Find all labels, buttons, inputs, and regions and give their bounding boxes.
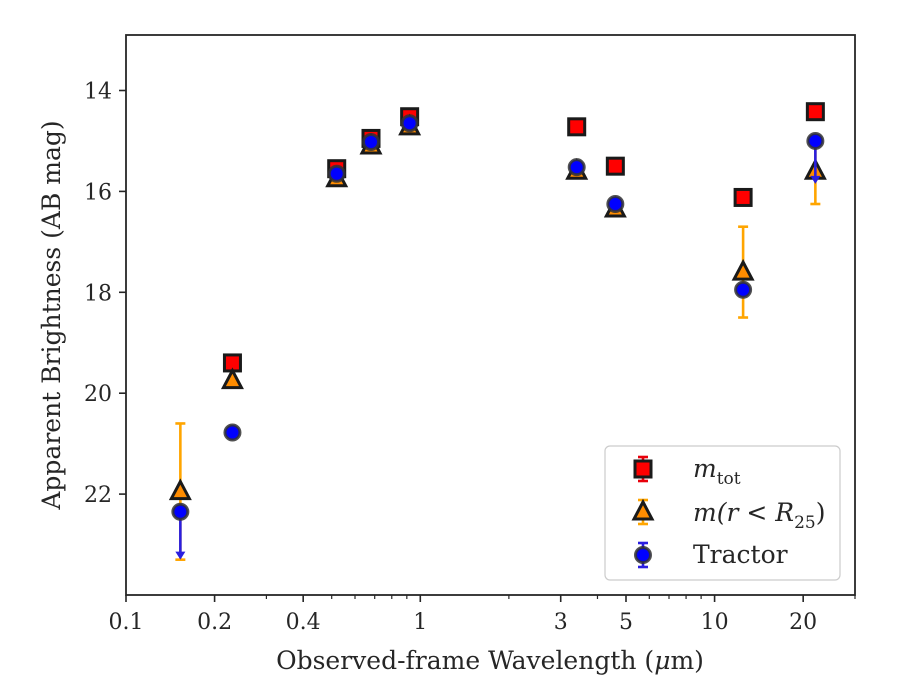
circle-marker xyxy=(734,280,753,299)
square-marker xyxy=(805,102,825,122)
circle-marker xyxy=(400,114,419,133)
y-axis-ticks: 14 16 18 20 22 xyxy=(84,79,126,508)
triangle-marker xyxy=(731,258,755,281)
x-tick-label: 0.1 xyxy=(109,610,144,635)
triangle-marker xyxy=(168,478,192,501)
legend-box xyxy=(604,445,841,581)
x-tick-label: 3 xyxy=(554,610,568,635)
y-tick-label: 22 xyxy=(84,483,112,508)
circle-marker xyxy=(223,423,242,442)
y-tick-label: 14 xyxy=(84,79,112,104)
square-marker xyxy=(567,117,587,137)
legend-triangle-marker xyxy=(631,498,655,521)
x-tick-label: 10 xyxy=(701,610,729,635)
legend-square-marker xyxy=(633,459,653,479)
x-tick-label: 20 xyxy=(789,610,817,635)
y-tick-label: 16 xyxy=(84,180,112,205)
legend: mtot m(r < R25) Tractor xyxy=(604,445,841,581)
upper-limit-arrowhead xyxy=(810,175,821,184)
y-tick-label: 18 xyxy=(84,281,112,306)
square-marker xyxy=(605,156,625,176)
y-axis-label: Apparent Brightness (AB mag) xyxy=(37,120,66,510)
x-tick-label: 0.4 xyxy=(286,610,321,635)
legend-label-mr25: m(r < R25) xyxy=(693,498,825,533)
x-tick-label: 1 xyxy=(413,610,427,635)
y-tick-label: 20 xyxy=(84,382,112,407)
legend-label-tractor: Tractor xyxy=(693,540,788,569)
x-tick-label: 5 xyxy=(619,610,633,635)
square-marker xyxy=(733,187,753,207)
legend-circle-marker xyxy=(634,546,652,564)
upper-limit-arrowhead xyxy=(175,551,186,560)
triangle-marker xyxy=(220,367,244,390)
circle-marker xyxy=(327,164,346,183)
circle-marker xyxy=(606,195,625,214)
x-axis-ticks: 0.1 0.2 0.4 1 3 5 10 20 xyxy=(109,595,856,635)
x-axis-label: Observed-frame Wavelength (μm) xyxy=(276,646,704,675)
x-tick-label: 0.2 xyxy=(197,610,232,635)
circle-marker xyxy=(362,132,381,151)
data-markers xyxy=(168,102,827,561)
legend-label-mtot: mtot xyxy=(693,454,741,489)
circle-marker xyxy=(171,502,190,521)
circle-marker xyxy=(567,158,586,177)
circle-marker xyxy=(806,131,825,150)
